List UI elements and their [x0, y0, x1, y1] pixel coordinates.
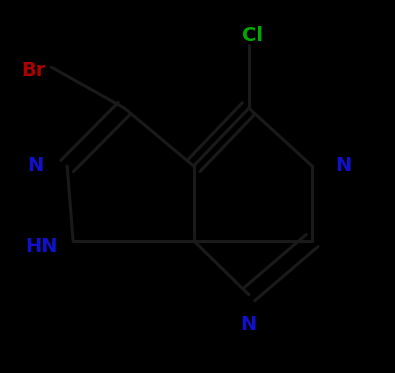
Text: Cl: Cl: [242, 26, 263, 45]
Text: N: N: [27, 157, 44, 175]
Text: N: N: [241, 315, 257, 334]
Text: N: N: [335, 157, 352, 175]
Text: HN: HN: [25, 237, 58, 256]
Text: Br: Br: [21, 62, 46, 80]
